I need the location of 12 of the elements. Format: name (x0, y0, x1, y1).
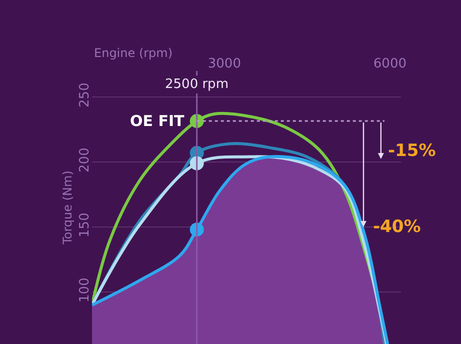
y-tick-label: 100 (77, 278, 92, 302)
y-tick-label: 200 (77, 148, 92, 172)
annotation: -15% (388, 141, 436, 161)
y-tick-label: 250 (77, 82, 92, 108)
x-tick-label: 6000 (373, 56, 407, 72)
x-tick-label: 3000 (208, 56, 241, 72)
annotation: -40% (373, 217, 421, 237)
y-tick-label: 150 (77, 212, 92, 238)
x-axis-title: Engine (rpm) (94, 46, 173, 60)
y-axis-title: Torque (Nm) (60, 170, 75, 246)
ref-line-label: 2500 rpm (165, 77, 228, 92)
annotation: OE FIT (130, 112, 186, 130)
